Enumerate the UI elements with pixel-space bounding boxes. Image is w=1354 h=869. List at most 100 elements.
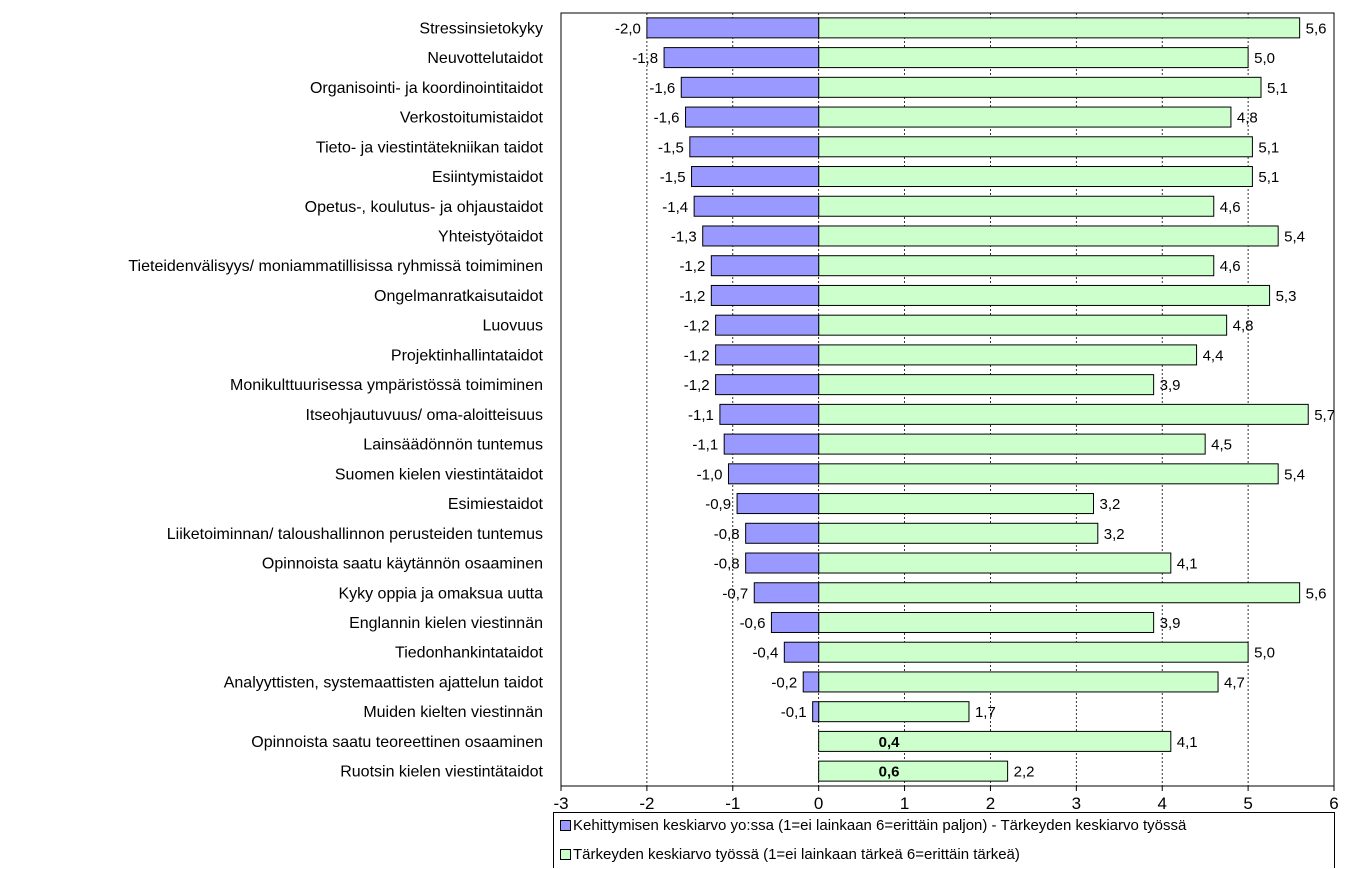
category-label: Ruotsin kielen viestintätaidot <box>340 764 543 781</box>
importance-bar <box>818 522 1099 544</box>
difference-value-label: -1,4 <box>662 199 688 216</box>
difference-bar <box>710 284 820 306</box>
importance-value-label: 4,8 <box>1233 318 1254 335</box>
difference-value-label: -1,6 <box>649 80 675 97</box>
difference-bar <box>783 641 820 663</box>
importance-bar <box>818 136 1253 158</box>
difference-bar <box>770 611 820 633</box>
x-tick-label: 3 <box>1072 794 1081 813</box>
importance-bar <box>818 344 1198 366</box>
difference-value-label: -1,8 <box>632 50 658 67</box>
importance-bar <box>818 552 1172 574</box>
importance-value-label: 5,6 <box>1306 585 1327 602</box>
category-label: Kyky oppia ja omaksua uutta <box>338 585 543 602</box>
difference-value-label: -1,1 <box>688 407 714 424</box>
importance-bar <box>818 47 1249 69</box>
category-label: Neuvottelutaidot <box>427 50 543 67</box>
difference-bar <box>715 314 820 336</box>
difference-bar <box>723 433 820 455</box>
importance-bar <box>818 582 1301 604</box>
difference-value-label: 0,6 <box>879 764 900 781</box>
x-tick-label: 5 <box>1243 794 1252 813</box>
importance-bar <box>818 433 1206 455</box>
difference-bar <box>727 463 820 485</box>
difference-bar <box>663 47 820 69</box>
importance-value-label: 3,9 <box>1160 615 1181 632</box>
category-label: Verkostoitumistaidot <box>400 110 544 127</box>
difference-value-label: 0,4 <box>879 734 901 751</box>
importance-value-label: 4,6 <box>1220 258 1241 275</box>
importance-bar <box>818 255 1215 277</box>
x-tick-label: -3 <box>553 794 568 813</box>
difference-value-label: -0,1 <box>781 704 807 721</box>
difference-value-label: -1,0 <box>697 466 723 483</box>
category-label: Suomen kielen viestintätaidot <box>335 466 544 483</box>
importance-value-label: 4,5 <box>1211 437 1232 454</box>
importance-bar <box>818 493 1095 515</box>
importance-value-label: 3,2 <box>1104 526 1125 543</box>
legend-label-difference: Kehittymisen keskiarvo yo:ssa (1=ei lain… <box>573 817 1187 834</box>
importance-bar <box>818 314 1228 336</box>
difference-bar <box>719 403 820 425</box>
category-label: Lainsäädönnön tuntemus <box>363 437 543 454</box>
legend-item-importance: Tärkeyden keskiarvo työssä (1=ei lainkaa… <box>560 846 1020 863</box>
importance-value-label: 5,1 <box>1258 139 1279 156</box>
difference-value-label: -0,8 <box>714 556 740 573</box>
difference-bar <box>745 522 820 544</box>
difference-value-label: -0,8 <box>714 526 740 543</box>
importance-bar <box>818 195 1215 217</box>
importance-value-label: 5,6 <box>1306 20 1327 37</box>
difference-value-label: -1,1 <box>692 437 718 454</box>
category-label: Opinnoista saatu käytännön osaaminen <box>262 556 543 573</box>
importance-bar <box>818 403 1309 425</box>
difference-bar <box>680 76 820 98</box>
importance-value-label: 4,1 <box>1177 734 1198 751</box>
category-label: Organisointi- ja koordinointitaidot <box>310 80 544 97</box>
importance-value-label: 3,9 <box>1160 377 1181 394</box>
difference-bar <box>802 671 820 693</box>
importance-bar <box>818 225 1279 247</box>
difference-value-label: -1,2 <box>684 377 710 394</box>
difference-value-label: -1,2 <box>679 258 705 275</box>
category-label: Stressinsietokyky <box>419 20 543 37</box>
category-label: Esimiestaidot <box>448 496 544 513</box>
category-label: Ongelmanratkaisutaidot <box>374 288 544 305</box>
x-tick-label: 0 <box>814 794 823 813</box>
difference-value-label: -0,6 <box>740 615 766 632</box>
category-label: Englannin kielen viestinnän <box>349 615 543 632</box>
importance-value-label: 5,1 <box>1267 80 1288 97</box>
importance-value-label: 5,1 <box>1258 169 1279 186</box>
category-label: Opetus-, koulutus- ja ohjaustaidot <box>305 199 544 216</box>
importance-value-label: 5,4 <box>1284 466 1305 483</box>
importance-value-label: 5,4 <box>1284 228 1305 245</box>
legend-label-importance: Tärkeyden keskiarvo työssä (1=ei lainkaa… <box>573 846 1020 863</box>
importance-value-label: 5,0 <box>1254 645 1275 662</box>
difference-bar <box>646 17 820 39</box>
importance-value-label: 4,1 <box>1177 556 1198 573</box>
importance-value-label: 5,0 <box>1254 50 1275 67</box>
category-label: Luovuus <box>483 318 544 335</box>
x-tick-label: 4 <box>1157 794 1166 813</box>
importance-bar <box>818 284 1271 306</box>
category-label: Tieto- ja viestintätekniikan taidot <box>316 139 544 156</box>
difference-bar <box>691 166 820 188</box>
category-label: Yhteistyötaidot <box>438 228 544 245</box>
difference-bar <box>715 374 820 396</box>
importance-value-label: 4,4 <box>1203 347 1224 364</box>
category-label: Esiintymistaidot <box>432 169 544 186</box>
importance-bar <box>818 760 1009 782</box>
importance-value-label: 4,8 <box>1237 110 1258 127</box>
difference-bar <box>736 493 820 515</box>
difference-bar <box>702 225 820 247</box>
difference-value-label: -1,2 <box>684 318 710 335</box>
importance-bar <box>818 166 1253 188</box>
category-label: Analyyttisten, systemaattisten ajattelun… <box>224 674 544 691</box>
difference-bar <box>693 195 820 217</box>
category-label: Tieteidenvälisyys/ moniammatillisissa ry… <box>128 258 543 275</box>
category-label: Opinnoista saatu teoreettinen osaaminen <box>251 734 543 751</box>
difference-bar <box>689 136 820 158</box>
category-label: Itseohjautuvuus/ oma-aloitteisuus <box>306 407 543 424</box>
difference-value-label: -1,3 <box>671 228 697 245</box>
category-label: Liiketoiminnan/ taloushallinnon perustei… <box>167 526 543 543</box>
